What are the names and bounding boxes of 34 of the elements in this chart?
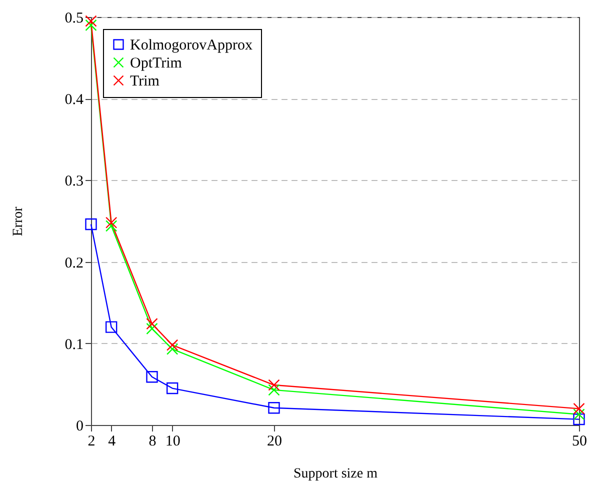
- legend-label: KolmogorovApprox: [130, 38, 253, 54]
- y-tick-label: 0.3: [64, 174, 84, 190]
- point: [146, 322, 158, 335]
- point: [573, 402, 585, 415]
- x-tick-label: 8: [148, 434, 156, 450]
- x-axis-title: Support size m: [294, 466, 378, 482]
- legend-label: OptTrim: [130, 56, 182, 72]
- point: [85, 19, 97, 32]
- point: [105, 216, 118, 228]
- y-axis-title: Error: [10, 206, 26, 236]
- point: [105, 220, 118, 232]
- point: [166, 339, 178, 351]
- point: [105, 321, 118, 333]
- x-tick-label: 2: [88, 434, 96, 450]
- point: [146, 371, 158, 383]
- y-tick-label: 0.1: [64, 336, 84, 353]
- y-tick-label: 0: [76, 418, 84, 434]
- point: [268, 384, 280, 396]
- point: [85, 218, 97, 230]
- x-tick-label: 10: [165, 434, 180, 450]
- x-tick-label: 50: [572, 434, 587, 450]
- y-tick-label: 0.5: [64, 10, 84, 26]
- point: [268, 379, 280, 391]
- point: [573, 408, 585, 420]
- point: [166, 343, 178, 355]
- x-tick-label: 20: [267, 434, 282, 450]
- point: [146, 318, 158, 330]
- legend-label: Trim: [130, 74, 160, 90]
- point: [166, 382, 178, 394]
- point: [573, 413, 585, 426]
- y-tick-label: 0.4: [64, 92, 84, 108]
- y-tick-label: 0.2: [64, 255, 84, 272]
- x-tick-label: 4: [108, 434, 116, 450]
- point: [268, 402, 280, 414]
